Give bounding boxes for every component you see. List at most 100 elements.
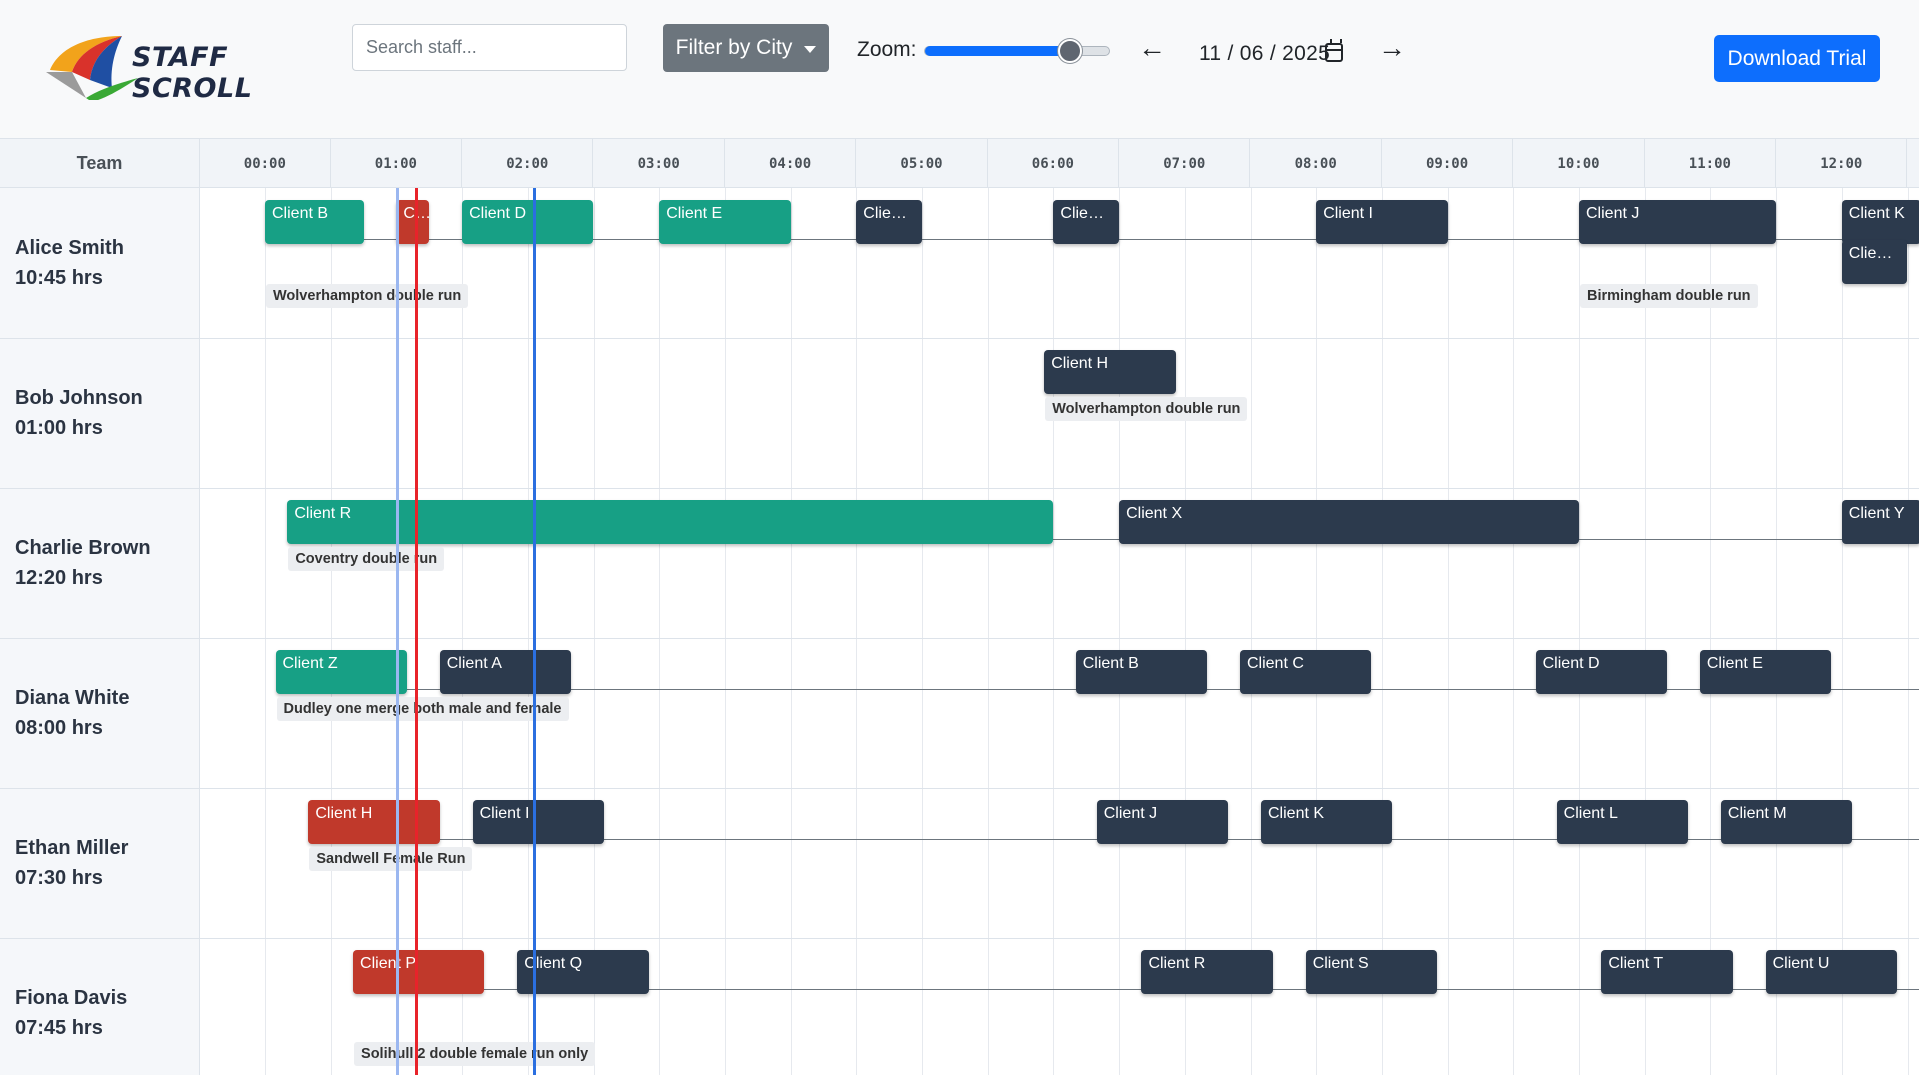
hour-header-cell: 06:00 <box>988 139 1120 188</box>
hour-header-cell: 04:00 <box>725 139 857 188</box>
zoom-slider-thumb[interactable] <box>1058 39 1083 63</box>
zoom-slider[interactable] <box>924 39 1110 63</box>
caret-down-icon <box>804 45 817 53</box>
shift-block[interactable]: Client D <box>1535 650 1668 694</box>
grid-line <box>1579 188 1580 1075</box>
timeline-body[interactable]: Alice Smith 10:45 hrs Client B Client C Clie… <box>0 188 1919 1075</box>
shift-block[interactable]: Client E <box>659 200 791 244</box>
staff-name: Fiona Davis <box>15 987 128 1009</box>
row-divider <box>0 638 1919 639</box>
row-divider <box>0 788 1919 789</box>
grid-line <box>265 188 266 1075</box>
shift-block[interactable]: Client U <box>1765 950 1897 994</box>
shift-block[interactable]: Client I <box>472 800 604 844</box>
grid-line <box>593 188 595 1075</box>
grid-line <box>1513 188 1515 1075</box>
run-label: Solihull 2 double female run only <box>354 1042 596 1066</box>
grid-line <box>987 188 989 1075</box>
shift-block[interactable]: Client K <box>1841 200 1919 244</box>
shift-block[interactable]: Client F <box>856 200 922 244</box>
staff-row-label[interactable]: Diana White 08:00 hrs <box>15 683 129 743</box>
run-label: Wolverhampton double run <box>1045 397 1248 421</box>
shift-block[interactable]: Client J <box>1096 800 1229 844</box>
date-input[interactable]: 11 / 06 / 2025 <box>1199 42 1331 65</box>
shift-block[interactable]: Client X <box>1119 500 1579 544</box>
staff-name: Ethan Miller <box>15 837 129 859</box>
hour-header-cell: 08:00 <box>1251 139 1382 188</box>
shift-block[interactable]: Client B <box>1075 650 1208 694</box>
filter-label: Filter by City <box>675 36 793 59</box>
row-divider <box>0 338 1919 339</box>
team-column <box>0 188 200 1075</box>
shift-block[interactable]: Client A <box>439 650 572 694</box>
hour-header-cell: 01:00 <box>331 139 463 188</box>
shift-block[interactable]: Client Y <box>1841 500 1919 544</box>
staff-hours: 07:45 hrs <box>15 1017 103 1039</box>
grid-line <box>1184 188 1186 1075</box>
shift-block[interactable]: Client M <box>1720 800 1853 844</box>
hour-header-cell: 10:00 <box>1513 139 1645 188</box>
staff-track-line <box>353 989 1919 990</box>
staff-row-label[interactable]: Alice Smith 10:45 hrs <box>15 233 124 293</box>
staff-scroll-logo[interactable]: STAFF SCROLL <box>40 28 290 104</box>
row-divider <box>0 488 1919 489</box>
logo-text: STAFF SCROLL <box>132 42 253 104</box>
timeline-hour-header: Team 00:00 01:00 02:00 03:00 04:00 05:00 06:00… <box>0 138 1919 188</box>
staff-name: Bob Johnson <box>15 387 143 409</box>
shift-block[interactable]: Client G <box>1053 200 1120 244</box>
grid-line <box>790 188 792 1075</box>
next-day-button[interactable]: → <box>1378 32 1406 63</box>
shift-block[interactable]: Client Z <box>275 650 407 694</box>
grid-line <box>527 188 529 1075</box>
grid-line <box>1447 188 1449 1075</box>
grid-line <box>922 188 923 1075</box>
shift-block[interactable]: Client C <box>396 200 430 244</box>
hour-header-cell: 09:00 <box>1382 139 1514 188</box>
staff-hours: 07:30 hrs <box>15 867 103 889</box>
shift-block[interactable]: Client H <box>308 800 440 844</box>
shift-block[interactable]: Client C <box>1239 650 1372 694</box>
grid-line <box>1841 188 1843 1075</box>
shift-block[interactable]: Client S <box>1305 950 1438 994</box>
shift-block[interactable]: Client H <box>1044 350 1176 394</box>
grid-line <box>659 188 661 1075</box>
staff-row-label[interactable]: Charlie Brown 12:20 hrs <box>15 533 151 593</box>
calendar-icon[interactable] <box>1325 39 1343 62</box>
shift-block[interactable]: Client K <box>1261 800 1393 844</box>
logo-swoosh-icon <box>46 36 138 102</box>
hour-header-cell: 05:00 <box>856 139 988 188</box>
shift-block[interactable]: Client R <box>1141 950 1273 994</box>
team-column-header: Team <box>0 139 200 188</box>
hour-header-cell: 03:00 <box>594 139 725 188</box>
run-label: Wolverhampton double run <box>266 284 469 308</box>
shift-block[interactable]: Client L <box>1556 800 1689 844</box>
grid-line <box>724 188 726 1075</box>
staff-row-label[interactable]: Bob Johnson 01:00 hrs <box>15 383 143 443</box>
run-label: Coventry double run <box>288 547 445 571</box>
shift-block[interactable]: Client Q <box>517 950 649 994</box>
staff-name: Charlie Brown <box>15 537 151 559</box>
shift-block[interactable]: Client L <box>1841 240 1908 284</box>
shift-block[interactable]: Client T <box>1601 950 1733 994</box>
previous-day-button[interactable]: ← <box>1138 32 1166 63</box>
staff-hours: 12:20 hrs <box>15 567 103 589</box>
shift-block[interactable]: Client B <box>265 200 364 244</box>
shift-block[interactable]: Client E <box>1699 650 1832 694</box>
staff-row-label[interactable]: Fiona Davis 07:45 hrs <box>15 983 127 1043</box>
staff-name: Diana White <box>15 687 130 709</box>
shift-block[interactable]: Client R <box>287 500 1054 544</box>
staff-hours: 01:00 hrs <box>15 417 103 439</box>
shift-block[interactable]: Client P <box>353 950 485 994</box>
app-header: STAFF SCROLL Filter by City Zoom: ← 11 /… <box>0 0 1919 138</box>
staff-row-label[interactable]: Ethan Miller 07:30 hrs <box>15 833 128 893</box>
current-time-halo <box>396 188 400 1075</box>
search-input[interactable] <box>352 24 627 71</box>
shift-block[interactable]: Client J <box>1579 200 1777 244</box>
download-trial-button[interactable]: Download Trial <box>1714 35 1880 82</box>
filter-by-city-dropdown[interactable]: Filter by City <box>663 24 829 72</box>
shift-block[interactable]: Client I <box>1316 200 1448 244</box>
grid-line <box>330 188 332 1075</box>
grid-line <box>1316 188 1318 1075</box>
shift-block[interactable]: Client D <box>462 200 594 244</box>
grid-line <box>1053 188 1055 1075</box>
